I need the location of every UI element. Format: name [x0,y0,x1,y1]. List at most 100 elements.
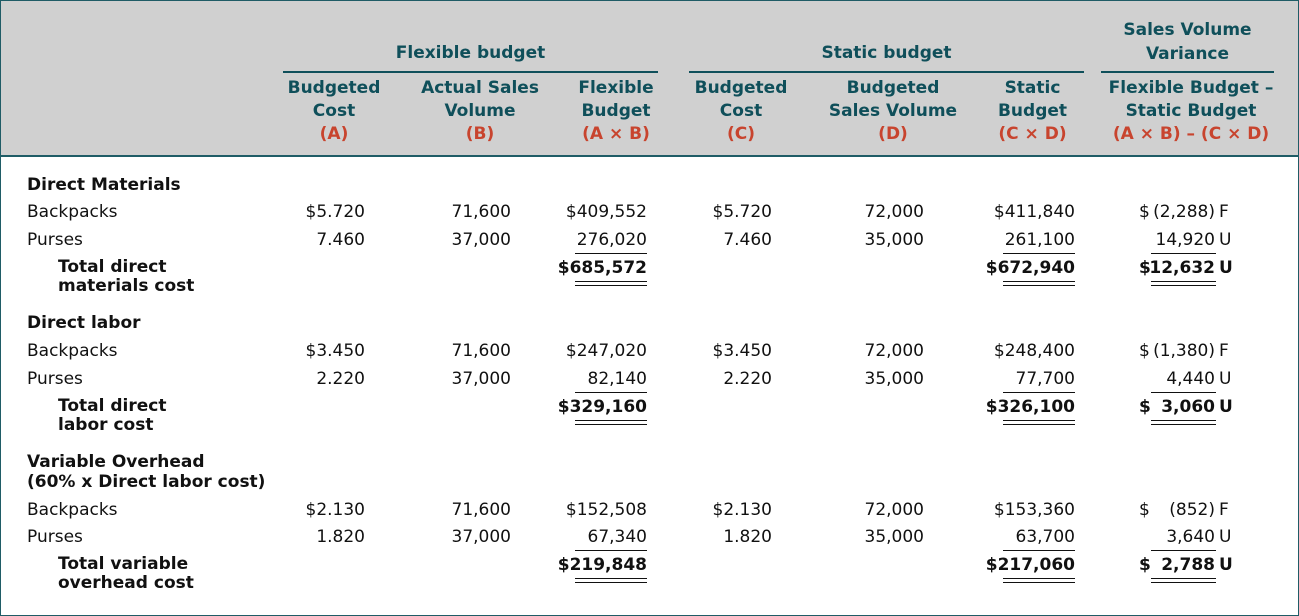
variance-value: 3,640 [1166,527,1215,547]
variance-title-line2: Variance [1145,44,1230,64]
variance-total: 2,788 [1161,555,1215,575]
col-header-line2: Budget [581,101,651,121]
double-rule [575,281,647,286]
row-label: Backpacks [27,500,118,520]
col-header-line1: Budgeted [287,78,381,98]
cell-a: $3.450 [305,341,365,361]
cell-a: $2.130 [305,500,365,520]
table-header: Flexible budget Static budget Sales Volu… [1,1,1298,157]
cell-d: 72,000 [864,341,924,361]
section-title-direct-materials: Direct Materials [27,175,181,195]
col-header-line2: Cost [719,101,763,121]
cell-d: 35,000 [864,527,924,547]
section-title-line1: Variable Overhead [27,452,205,472]
double-rule [1003,281,1075,286]
col-header-budgeted-cost-c: Budgeted Cost (C) [680,77,802,146]
variance-prefix: $ [1139,341,1150,361]
subtotal-rule [1003,392,1075,393]
row-label: Purses [27,527,83,547]
section-title-direct-labor: Direct labor [27,313,141,333]
group-static-budget: Static budget [821,43,952,63]
cell-c: 1.820 [723,527,772,547]
total-ab: $219,848 [557,555,647,575]
variance-value: (2,288) [1153,202,1215,222]
variance-total: 12,632 [1149,258,1215,278]
subtotal-rule [575,253,647,254]
double-rule [1003,420,1075,425]
row-label: Backpacks [27,341,118,361]
variance-flag: F [1219,500,1229,520]
row-label: Purses [27,369,83,389]
cell-cd: 261,100 [1004,230,1075,250]
row-label: Purses [27,230,83,250]
col-header-budgeted-sales-volume-d: Budgeted Sales Volume (D) [813,77,973,146]
variance-value: 14,920 [1155,230,1215,250]
col-header-flexible-budget-ab: Flexible Budget (A × B) [561,77,671,146]
variance-prefix: $ [1139,258,1151,278]
cell-b: 37,000 [451,230,511,250]
variance-flag: F [1219,202,1229,222]
col-header-formula: (A × B) [582,124,650,144]
cell-ab: $152,508 [565,500,647,520]
col-header-line2: Budget [997,101,1068,121]
cell-c: 2.220 [723,369,772,389]
cell-ab: 82,140 [587,369,647,389]
col-header-formula: (A) [319,124,349,144]
variance-prefix: $ [1139,202,1150,222]
total-label-line1: Total variable [58,554,189,574]
cell-cd: $411,840 [993,202,1075,222]
col-header-static-budget-cd: Static Budget (C × D) [982,77,1083,146]
double-rule [1003,578,1075,583]
cell-c: $3.450 [712,341,772,361]
subtotal-rule [575,550,647,551]
cell-b: 71,600 [451,500,511,520]
col-header-formula: (A × B) – (C × D) [1112,124,1270,144]
variance-total: 3,060 [1161,397,1215,417]
variance-flag: U [1219,369,1232,389]
total-cd: $672,940 [985,258,1075,278]
double-rule [1151,578,1216,583]
col-header-line2: Volume [444,101,516,121]
group-static-rule [689,71,1084,73]
subtotal-rule [1151,253,1216,254]
cell-ab: $247,020 [565,341,647,361]
total-cd: $217,060 [985,555,1075,575]
cell-d: 72,000 [864,202,924,222]
variance-flag: U [1219,397,1233,417]
variance-flag: U [1219,258,1233,278]
total-label-line2: overhead cost [58,573,194,593]
cell-b: 37,000 [451,369,511,389]
group-flexible-budget: Flexible budget [395,43,546,63]
variance-prefix: $ [1139,397,1151,417]
total-label: Total direct labor cost [58,397,166,435]
total-label-line2: materials cost [58,276,195,296]
variance-prefix: $ [1139,555,1151,575]
subtotal-rule [1003,550,1075,551]
cell-ab: 67,340 [587,527,647,547]
row-label: Backpacks [27,202,118,222]
cell-cd: 63,700 [1015,527,1075,547]
variance-flag: U [1219,527,1232,547]
cell-a: 7.460 [316,230,365,250]
total-label-line1: Total direct [58,396,167,416]
total-label-line2: labor cost [58,415,154,435]
variance-flag: F [1219,341,1229,361]
cell-c: $5.720 [712,202,772,222]
total-label: Total variable overhead cost [58,555,194,593]
double-rule [575,420,647,425]
cell-cd: 77,700 [1015,369,1075,389]
col-header-line1: Budgeted [694,78,788,98]
cell-cd: $248,400 [993,341,1075,361]
col-header-formula: (C × D) [998,124,1067,144]
double-rule [1151,281,1216,286]
col-header-line1: Actual Sales [421,78,539,98]
col-header-formula: (D) [878,124,908,144]
cell-ab: $409,552 [565,202,647,222]
double-rule [575,578,647,583]
total-ab: $685,572 [557,258,647,278]
subtotal-rule [1003,253,1075,254]
total-label-line1: Total direct [58,257,167,277]
cell-d: 72,000 [864,500,924,520]
total-label: Total direct materials cost [58,258,194,296]
group-sales-volume-variance: Sales Volume Variance [1101,18,1274,66]
